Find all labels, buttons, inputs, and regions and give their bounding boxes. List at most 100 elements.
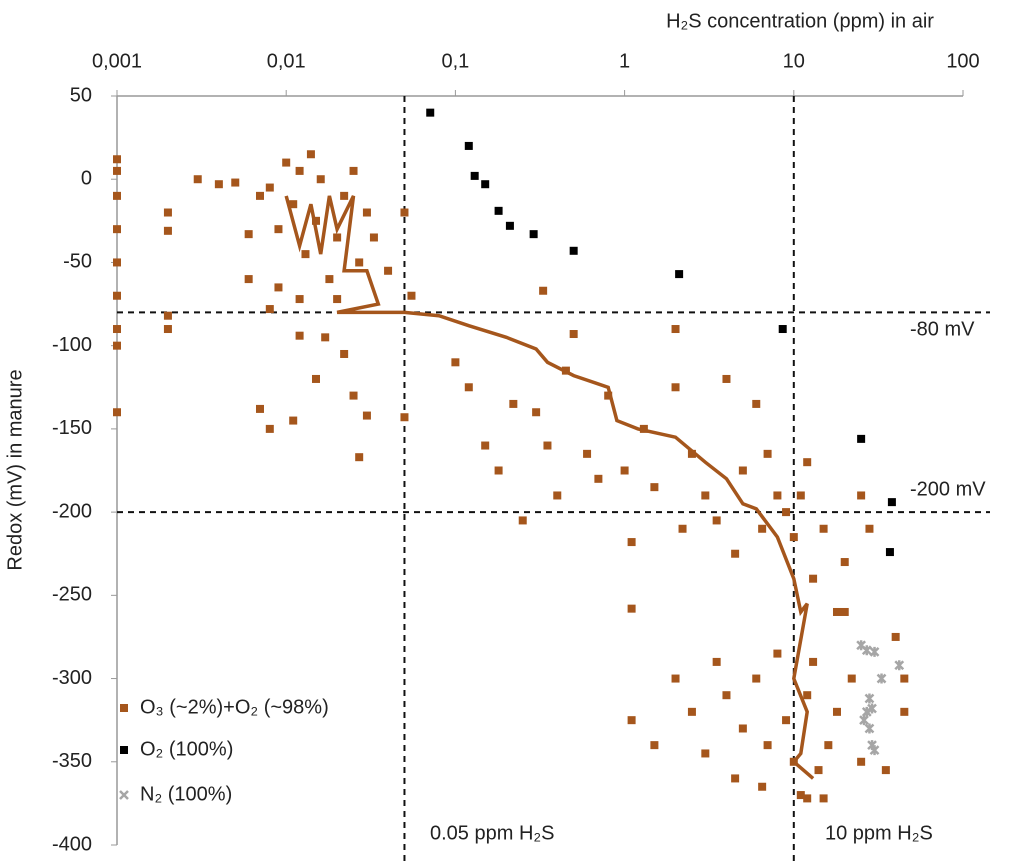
point	[464, 383, 473, 392]
point	[701, 749, 710, 758]
point	[752, 674, 761, 683]
point	[295, 295, 304, 304]
point	[451, 358, 460, 367]
point	[400, 208, 409, 217]
point	[355, 258, 364, 267]
point	[163, 226, 172, 235]
point	[758, 782, 767, 791]
point	[814, 766, 823, 775]
point	[857, 757, 866, 766]
y-tick-label: -150	[52, 417, 92, 439]
point	[650, 483, 659, 492]
point	[569, 246, 578, 255]
point	[594, 474, 603, 483]
point	[701, 491, 710, 500]
point	[265, 183, 274, 192]
annotation: -200 mV	[910, 478, 986, 500]
point	[869, 646, 880, 657]
point	[752, 399, 761, 408]
point	[407, 291, 416, 300]
point	[113, 166, 121, 175]
point	[539, 286, 548, 295]
point	[321, 333, 330, 342]
point	[671, 325, 680, 334]
point	[687, 707, 696, 716]
annotation: -80 mV	[910, 318, 975, 340]
point	[867, 703, 877, 714]
point	[325, 275, 334, 284]
point	[738, 466, 747, 475]
point	[113, 225, 121, 234]
point	[369, 233, 378, 242]
point	[861, 645, 872, 656]
point	[193, 175, 202, 184]
point	[900, 707, 909, 716]
point	[887, 498, 896, 507]
point	[481, 441, 490, 450]
point	[113, 325, 121, 334]
point	[494, 466, 503, 475]
point	[847, 674, 856, 683]
legend-label: O₃ (~2%)+O₂ (~98%)	[140, 696, 329, 718]
point	[214, 180, 223, 189]
point	[758, 524, 767, 533]
point	[518, 516, 527, 525]
point	[231, 178, 240, 187]
point	[859, 715, 869, 726]
annotation: 0.05 ppm H₂S	[430, 822, 555, 844]
point	[809, 657, 818, 666]
point	[295, 166, 304, 175]
point	[583, 449, 592, 458]
point	[894, 660, 905, 671]
point	[900, 674, 909, 683]
point	[687, 449, 696, 458]
point	[832, 607, 841, 616]
point	[627, 716, 636, 725]
point	[311, 374, 320, 383]
point	[722, 691, 731, 700]
point	[255, 404, 264, 413]
point	[113, 258, 121, 267]
point	[789, 533, 798, 542]
point	[832, 707, 841, 716]
legend-marker	[120, 746, 128, 754]
point	[763, 449, 772, 458]
point	[244, 275, 253, 284]
point	[113, 408, 121, 417]
x-tick-label: 0,01	[267, 50, 306, 72]
point	[306, 150, 315, 159]
point	[731, 774, 740, 783]
point	[885, 548, 894, 557]
point	[881, 766, 890, 775]
point	[274, 283, 283, 292]
point	[819, 524, 828, 533]
y-tick-label: -300	[52, 667, 92, 689]
point	[362, 208, 371, 217]
x-tick-label: 0,001	[92, 50, 142, 72]
x-tick-label: 1	[619, 50, 630, 72]
point	[265, 424, 274, 433]
point	[678, 524, 687, 533]
y-tick-label: -200	[52, 500, 92, 522]
point	[505, 221, 514, 230]
point	[316, 175, 325, 184]
point	[509, 399, 518, 408]
point	[543, 441, 552, 450]
point	[712, 516, 721, 525]
point	[255, 191, 264, 200]
point	[840, 607, 849, 616]
point	[282, 158, 291, 167]
point	[569, 330, 578, 339]
y-tick-label: -250	[52, 584, 92, 606]
point	[773, 491, 782, 500]
point	[782, 508, 791, 517]
annotation: 10 ppm H₂S	[825, 822, 933, 844]
y-tick-label: 50	[70, 84, 92, 106]
point	[355, 453, 364, 462]
point	[824, 741, 833, 750]
point	[470, 171, 479, 180]
point	[494, 206, 503, 215]
point	[349, 391, 358, 400]
y-tick-label: 0	[81, 168, 92, 190]
legend-label: O₂ (100%)	[140, 738, 233, 760]
